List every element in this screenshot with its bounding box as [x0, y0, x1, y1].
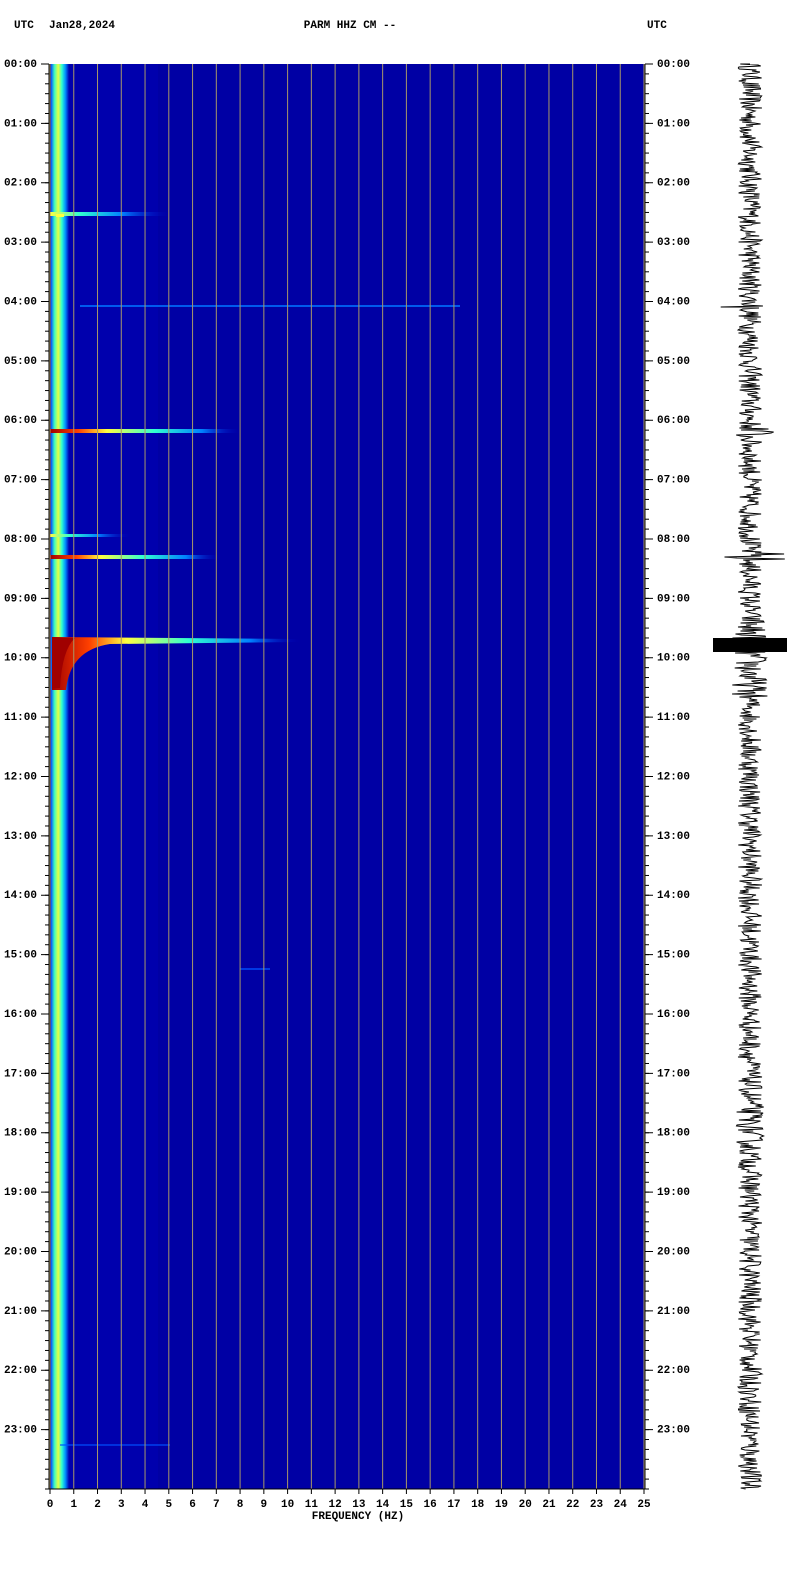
- y-tick-label-right: 23:00: [657, 1425, 690, 1437]
- chart-title: PARM HHZ CM --: [304, 20, 396, 32]
- seismogram-trace: [720, 63, 785, 1490]
- y-tick-label-left: 12:00: [4, 771, 37, 783]
- y-tick-label-right: 17:00: [657, 1068, 690, 1080]
- y-tick-label-left: 16:00: [4, 1009, 37, 1021]
- y-tick-label-left: 21:00: [4, 1306, 37, 1318]
- x-tick-label: 15: [400, 1499, 414, 1511]
- y-tick-label-right: 14:00: [657, 890, 690, 902]
- x-tick-label: 18: [471, 1499, 485, 1511]
- y-tick-label-left: 22:00: [4, 1365, 37, 1377]
- x-tick-label: 3: [118, 1499, 125, 1511]
- x-tick-label: 14: [376, 1499, 390, 1511]
- x-tick-label: 2: [94, 1499, 101, 1511]
- y-tick-label-right: 16:00: [657, 1009, 690, 1021]
- y-tick-label-left: 23:00: [4, 1425, 37, 1437]
- y-tick-label-left: 06:00: [4, 415, 37, 427]
- x-tick-label: 11: [305, 1499, 319, 1511]
- y-tick-label-left: 02:00: [4, 178, 37, 190]
- y-tick-label-left: 08:00: [4, 534, 37, 546]
- y-tick-label-right: 21:00: [657, 1306, 690, 1318]
- y-tick-label-left: 15:00: [4, 950, 37, 962]
- y-tick-label-left: 03:00: [4, 237, 37, 249]
- y-tick-label-right: 11:00: [657, 712, 690, 724]
- x-tick-label: 21: [542, 1499, 556, 1511]
- y-tick-label-left: 07:00: [4, 475, 37, 487]
- y-tick-label-left: 19:00: [4, 1187, 37, 1199]
- x-tick-label: 0: [47, 1499, 54, 1511]
- y-tick-label-left: 20:00: [4, 1246, 37, 1258]
- y-tick-label-right: 03:00: [657, 237, 690, 249]
- x-tick-label: 5: [165, 1499, 172, 1511]
- y-tick-label-left: 04:00: [4, 296, 37, 308]
- x-tick-label: 6: [189, 1499, 196, 1511]
- x-tick-label: 4: [142, 1499, 149, 1511]
- x-tick-label: 23: [590, 1499, 604, 1511]
- y-tick-label-left: 00:00: [4, 59, 37, 71]
- y-tick-label-left: 14:00: [4, 890, 37, 902]
- y-tick-label-right: 19:00: [657, 1187, 690, 1199]
- y-tick-label-left: 05:00: [4, 356, 37, 368]
- y-tick-label-right: 10:00: [657, 653, 690, 665]
- y-tick-label-left: 10:00: [4, 653, 37, 665]
- x-tick-label: 10: [281, 1499, 294, 1511]
- x-axis-label: FREQUENCY (HZ): [312, 1511, 404, 1523]
- y-tick-label-right: 00:00: [657, 59, 690, 71]
- left-timezone: UTC: [14, 20, 34, 32]
- x-tick-label: 8: [237, 1499, 244, 1511]
- right-timezone: UTC: [647, 20, 667, 32]
- x-tick-label: 16: [424, 1499, 437, 1511]
- y-tick-label-right: 09:00: [657, 593, 690, 605]
- y-tick-label-right: 04:00: [657, 296, 690, 308]
- date: Jan28,2024: [49, 20, 115, 32]
- y-tick-label-right: 13:00: [657, 831, 690, 843]
- y-tick-label-right: 12:00: [657, 771, 690, 783]
- y-tick-label-left: 13:00: [4, 831, 37, 843]
- x-tick-label: 22: [566, 1499, 579, 1511]
- spectrogram-image: [50, 64, 644, 1489]
- y-tick-label-left: 09:00: [4, 593, 37, 605]
- y-tick-label-right: 18:00: [657, 1128, 690, 1140]
- y-tick-label-right: 06:00: [657, 415, 690, 427]
- y-tick-label-right: 15:00: [657, 950, 690, 962]
- y-tick-label-right: 07:00: [657, 475, 690, 487]
- x-tick-label: 20: [519, 1499, 532, 1511]
- y-tick-label-right: 05:00: [657, 356, 690, 368]
- seismogram-burst: [713, 638, 787, 652]
- x-tick-label: 1: [70, 1499, 77, 1511]
- y-tick-label-right: 01:00: [657, 118, 690, 130]
- x-tick-label: 24: [614, 1499, 628, 1511]
- y-tick-label-left: 11:00: [4, 712, 37, 724]
- y-tick-label-right: 08:00: [657, 534, 690, 546]
- grid: [49, 64, 645, 1489]
- x-tick-label: 17: [447, 1499, 460, 1511]
- y-tick-label-left: 18:00: [4, 1128, 37, 1140]
- y-tick-label-right: 20:00: [657, 1246, 690, 1258]
- x-tick-label: 9: [261, 1499, 268, 1511]
- x-tick-label: 25: [637, 1499, 651, 1511]
- y-tick-label-right: 22:00: [657, 1365, 690, 1377]
- y-tick-label-right: 02:00: [657, 178, 690, 190]
- y-tick-label-left: 17:00: [4, 1068, 37, 1080]
- x-tick-label: 12: [329, 1499, 342, 1511]
- x-tick-label: 19: [495, 1499, 508, 1511]
- x-tick-label: 13: [352, 1499, 366, 1511]
- x-tick-label: 7: [213, 1499, 220, 1511]
- y-tick-label-left: 01:00: [4, 118, 37, 130]
